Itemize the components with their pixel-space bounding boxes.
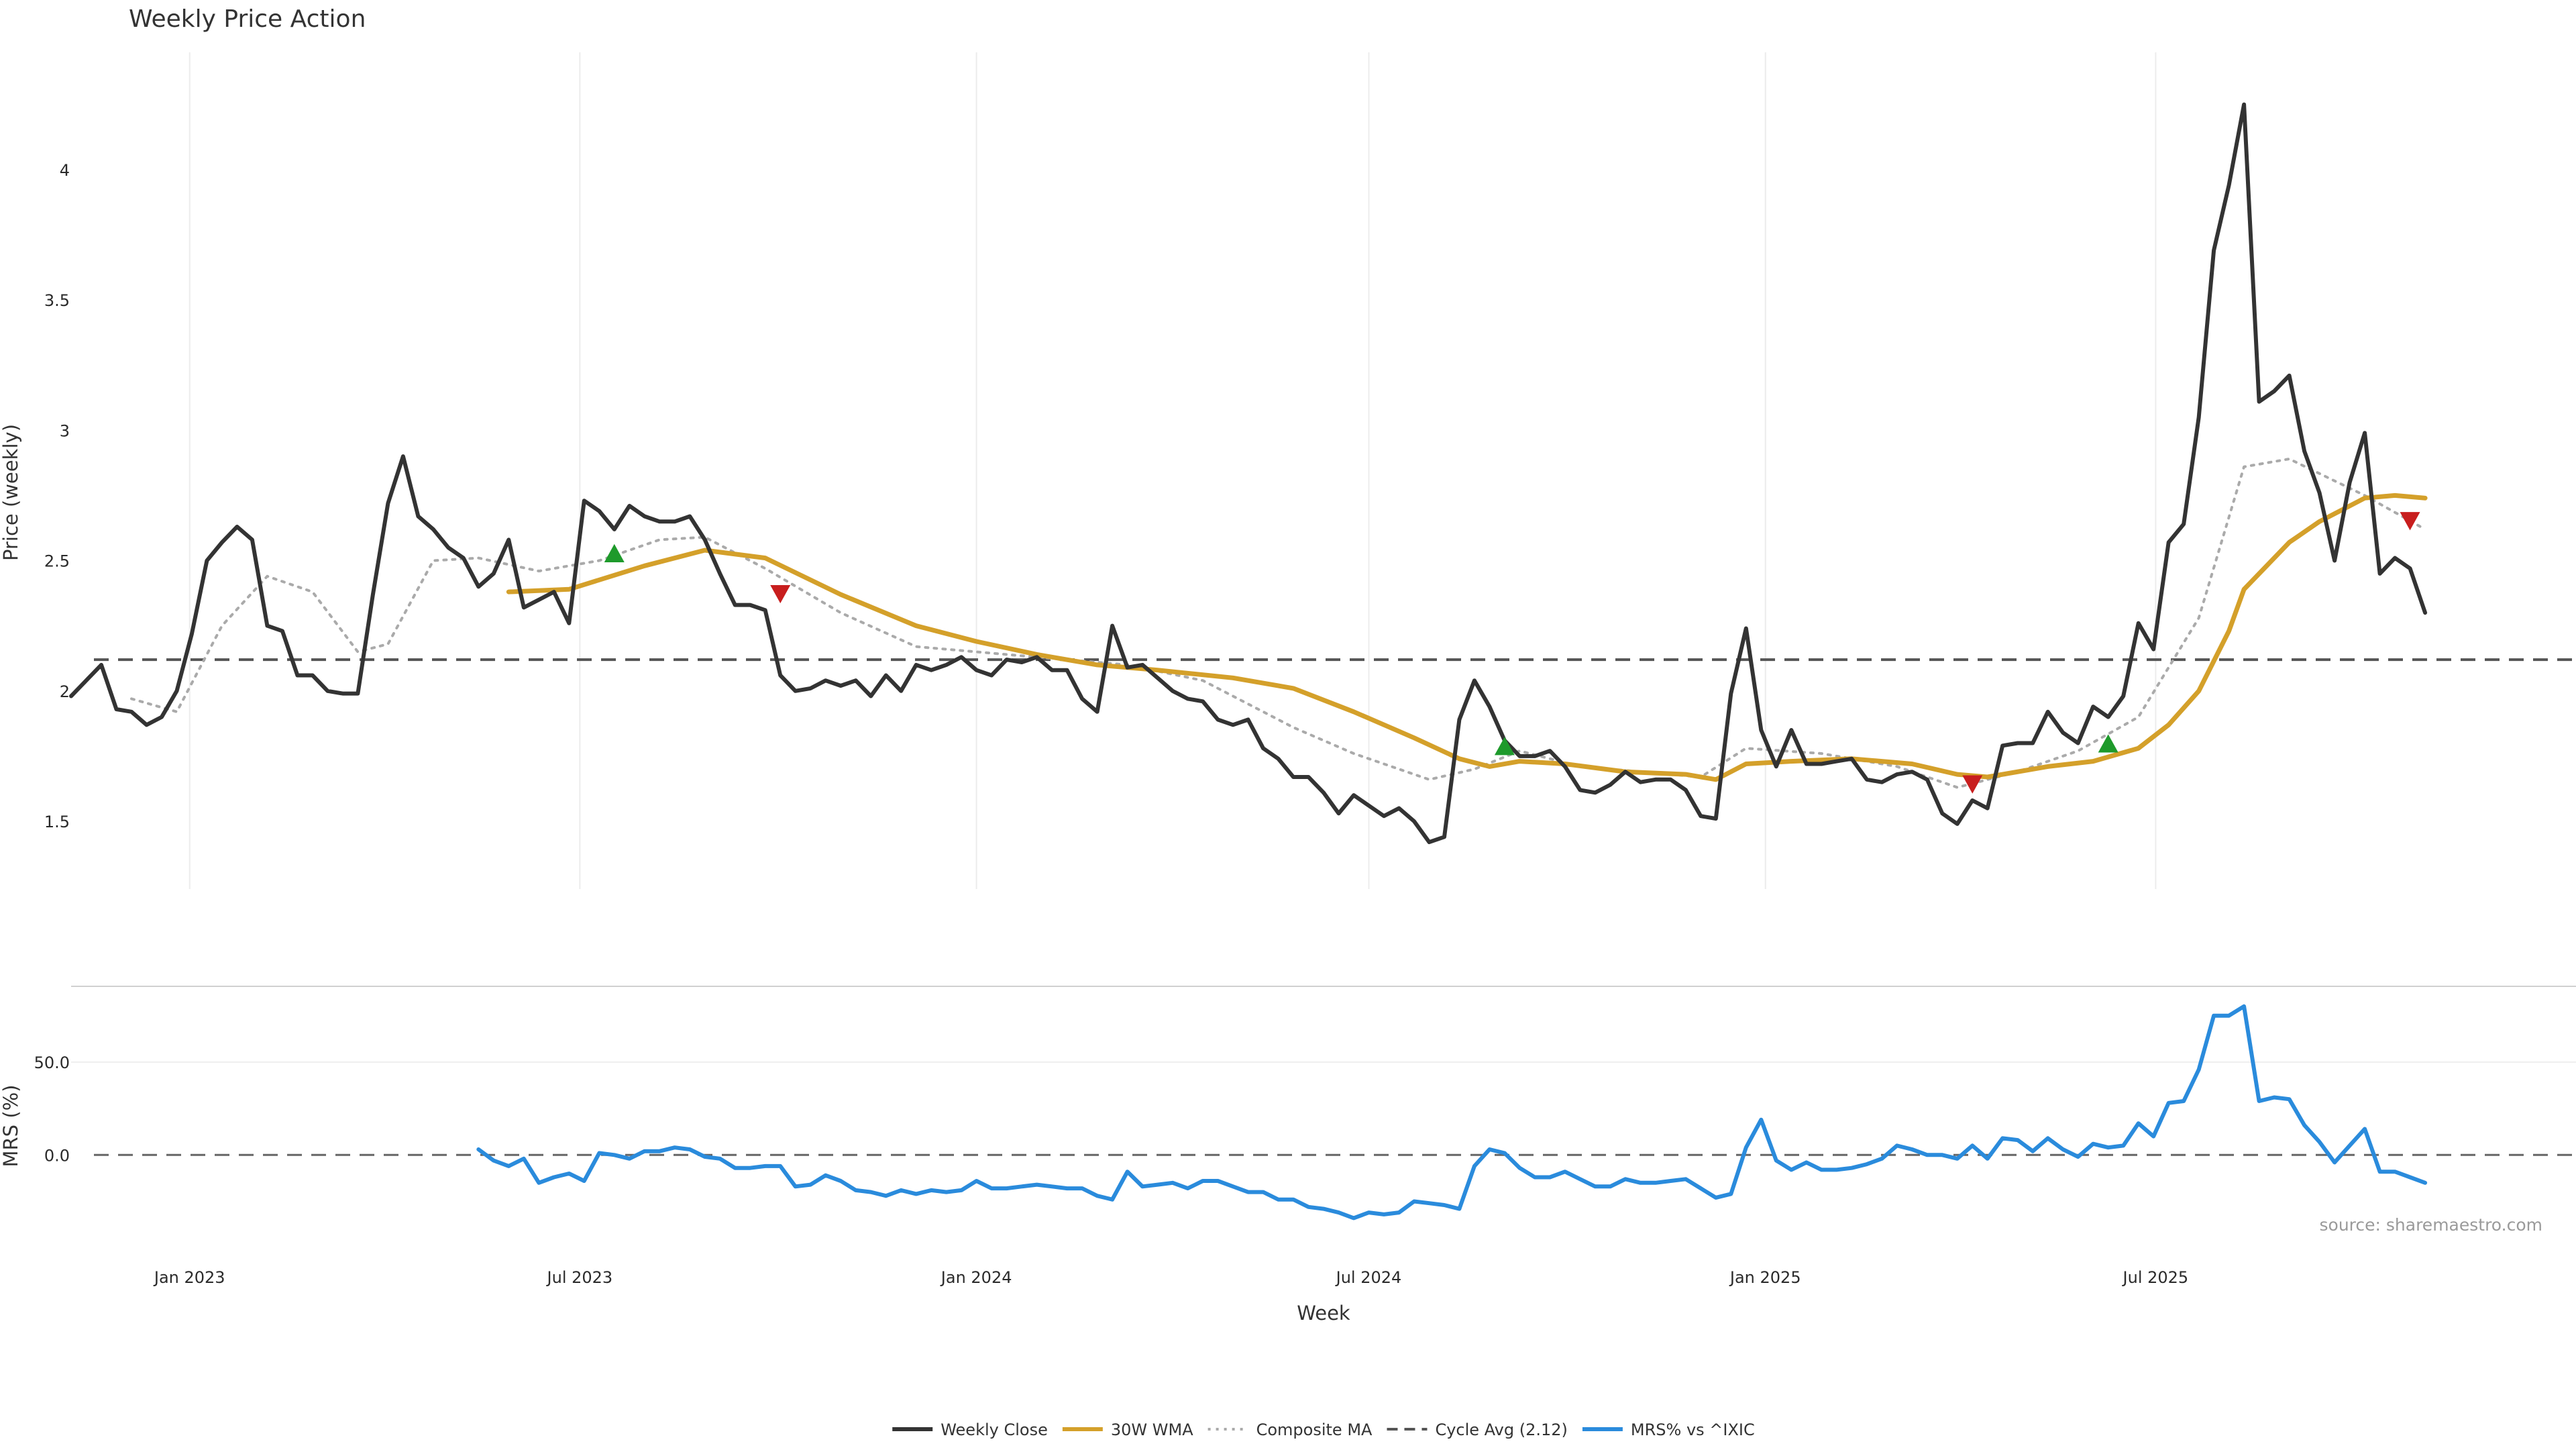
price-series-group xyxy=(69,102,2428,845)
x-tick-label: Jan 2023 xyxy=(153,1268,225,1287)
price-y-tick-label: 2 xyxy=(60,682,70,701)
mrs-y-tick-label: 0.0 xyxy=(44,1146,70,1165)
price-gridlines xyxy=(189,52,2157,889)
legend-item-cycle-avg-2-12: Cycle Avg (2.12) xyxy=(1387,1420,1568,1439)
price-y-tick-label: 4 xyxy=(60,161,70,180)
x-tick-label: Jul 2025 xyxy=(2122,1268,2189,1287)
legend-label: Weekly Close xyxy=(941,1420,1048,1439)
legend-item-weekly-close: Weekly Close xyxy=(892,1420,1048,1439)
sell-signal-marker xyxy=(2400,512,2420,531)
legend: Weekly Close 30W WMA Composite MA Cycle Avg… xyxy=(892,1420,1755,1439)
x-tick-label: Jan 2025 xyxy=(1729,1268,1801,1287)
buy-signal-marker xyxy=(2098,734,2118,753)
x-axis-ticks: Jan 2023 Jul 2023 Jan 2024 Jul 2024 Jan 2025… xyxy=(153,1268,2188,1287)
legend-label: MRS% vs ^IXIC xyxy=(1631,1420,1755,1439)
source-annotation: source: sharemaestro.com xyxy=(2320,1215,2543,1235)
x-axis-title: Week xyxy=(1297,1302,1350,1325)
series-line-mrs-vs-ixic xyxy=(476,1004,2428,1221)
legend-label: Cycle Avg (2.12) xyxy=(1435,1420,1567,1439)
legend-label: 30W WMA xyxy=(1111,1420,1193,1439)
x-tick-label: Jul 2024 xyxy=(1335,1268,1402,1287)
buy-signal-marker xyxy=(1494,737,1515,756)
mrs-y-axis-title: MRS (%) xyxy=(0,1085,22,1168)
chart-title: Weekly Price Action xyxy=(129,5,366,33)
price-y-tick-label: 1.5 xyxy=(44,813,70,831)
x-tick-label: Jul 2023 xyxy=(546,1268,613,1287)
mrs-y-ticks: 0.0 50.0 xyxy=(34,1053,70,1165)
legend-item-30w-wma: 30W WMA xyxy=(1062,1420,1193,1439)
price-y-ticks: 1.5 2 2.5 3 3.5 4 xyxy=(44,161,70,831)
mrs-y-tick-label: 50.0 xyxy=(34,1053,70,1072)
legend-item-composite-ma: Composite MA xyxy=(1208,1420,1373,1439)
series-line-30w-wma xyxy=(506,492,2428,782)
price-y-tick-label: 2.5 xyxy=(44,552,70,571)
series-line-weekly-close xyxy=(69,102,2428,845)
sell-signal-marker xyxy=(770,584,791,604)
legend-item-mrs-vs-ixic: MRS% vs ^IXIC xyxy=(1582,1420,1755,1439)
price-y-tick-label: 3 xyxy=(60,421,70,440)
price-panel: 1.5 2 2.5 3 3.5 4 Price (weekly) xyxy=(0,52,2576,889)
x-tick-label: Jan 2024 xyxy=(940,1268,1012,1287)
legend-label: Composite MA xyxy=(1256,1420,1373,1439)
price-y-tick-label: 3.5 xyxy=(44,291,70,310)
series-line-composite-ma xyxy=(130,458,2427,789)
sell-signal-marker xyxy=(1962,775,1983,794)
buy-signal-marker xyxy=(604,543,625,562)
mrs-panel: 0.0 50.0 MRS (%) source: sharemaestro.com xyxy=(0,1004,2576,1235)
signal-markers xyxy=(604,512,2420,794)
mrs-series-group xyxy=(476,1004,2428,1221)
price-y-axis-title: Price (weekly) xyxy=(0,424,22,561)
